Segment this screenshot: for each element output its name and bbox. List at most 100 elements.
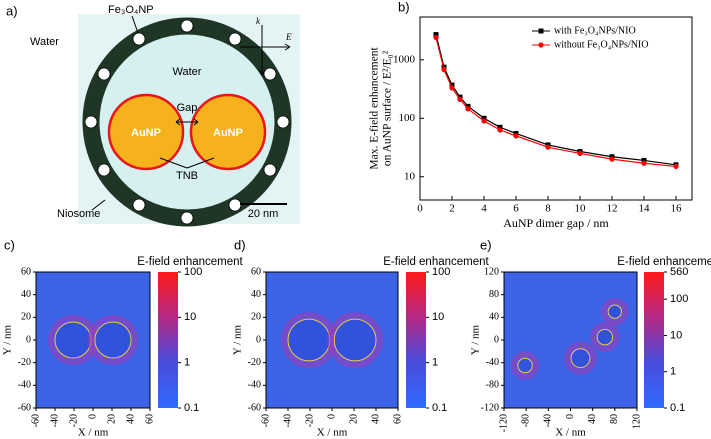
colorbar-tick-label: 1	[670, 366, 676, 378]
colorbar-label: E-field enhancement	[137, 256, 243, 268]
particle	[596, 328, 614, 346]
legend-label: without Fe₃O₄NPs/NIO	[554, 39, 648, 50]
y-tick-label: -40	[18, 380, 31, 391]
x-axis-label: X / nm	[555, 427, 586, 439]
x-tick-label: 40	[370, 414, 381, 424]
x-tick-label: 2	[449, 203, 455, 215]
x-tick-label: -60	[30, 414, 41, 427]
x-tick-label: -40	[543, 414, 554, 427]
x-tick-label: 80	[609, 414, 620, 424]
y-tick-label: -60	[248, 402, 261, 413]
colorbar-tick-label: 560	[670, 266, 688, 278]
x-tick-label: 0	[565, 414, 576, 419]
y-tick-label: 100	[399, 112, 416, 124]
colorbar-tick-label: 0.1	[184, 402, 199, 414]
x-tick-label: 40	[587, 414, 598, 424]
marker	[481, 115, 487, 121]
marker	[545, 144, 551, 150]
x-tick-label: 10	[575, 203, 587, 215]
y-tick-label: 40	[251, 289, 261, 300]
y-tick-label: -20	[18, 357, 31, 368]
aunp-label: AuNP	[213, 127, 243, 139]
panel-label: a)	[6, 3, 18, 18]
particle	[54, 321, 92, 359]
aunp-label: AuNP	[131, 127, 161, 139]
y-tick-label: 60	[21, 266, 31, 277]
colorbar-tick-label: 10	[670, 329, 682, 341]
x-tick-label: -20	[68, 414, 79, 427]
marker	[673, 163, 679, 170]
x-tick-label: 60	[392, 414, 403, 424]
x-tick-label: -20	[304, 414, 315, 427]
marker	[481, 118, 487, 124]
particle	[94, 321, 132, 359]
particle-halo	[510, 351, 540, 380]
panel-label: e)	[480, 237, 492, 252]
y-tick-label: 1000	[393, 53, 416, 65]
water-label: Water	[173, 66, 202, 78]
x-tick-label: 20	[348, 414, 359, 424]
y-tick-label: -40	[248, 380, 261, 391]
colorbar-label: E-field enhancement	[383, 256, 489, 268]
scale-label: 20 nm	[248, 208, 279, 220]
marker	[641, 160, 647, 166]
x-tick-label: 8	[545, 203, 551, 215]
niosome-label: Niosome	[57, 208, 100, 220]
plot-frame	[419, 16, 693, 201]
x-tick-label: -40	[282, 414, 293, 427]
colorbar-tick-label: 1	[432, 357, 438, 369]
y-tick-label: -80	[486, 380, 499, 391]
x-axis-label: AuNP dimer gap / nm	[503, 216, 609, 230]
y-tick-label: 60	[251, 266, 261, 277]
y-tick-label: 120	[484, 266, 499, 277]
y-tick-label: 20	[251, 312, 261, 323]
y-tick-label: 10	[404, 170, 416, 182]
y-tick-label: 0	[494, 334, 499, 345]
y-tick-label: 0	[26, 334, 31, 345]
y-tick-label: 40	[21, 289, 31, 300]
x-tick-label: 0	[417, 203, 423, 215]
panel-label: c)	[4, 237, 15, 252]
particle	[333, 318, 377, 362]
e-label: E	[285, 32, 292, 42]
iron-oxide-particles	[84, 19, 290, 225]
colorbar	[158, 272, 178, 408]
colorbar-tick-label: 100	[670, 293, 688, 305]
panel-label: b)	[398, 0, 410, 14]
particle-halo	[590, 322, 620, 352]
x-tick-label: 6	[513, 203, 519, 215]
marker	[513, 133, 519, 139]
particle-halo	[327, 312, 384, 368]
au-particle	[107, 93, 185, 171]
colorbar-tick-label: 0.1	[670, 402, 685, 414]
y-tick-label: -60	[18, 402, 31, 413]
legend-marker	[538, 42, 544, 48]
schematic: a) Fe₃O₄NP Water Water Gap AuNP AuNP TNB…	[6, 3, 300, 227]
water-label: Water	[30, 36, 59, 48]
y-tick-label: -40	[486, 357, 499, 368]
x-tick-label: 14	[639, 203, 651, 215]
x-tick-label: -120	[498, 414, 509, 432]
y-tick-label: 40	[489, 312, 499, 323]
colorbar	[644, 272, 664, 408]
x-tick-label: 40	[125, 414, 136, 424]
series-line	[435, 34, 677, 166]
gap-label: Gap	[177, 102, 198, 114]
colorbar-tick-label: 100	[184, 266, 202, 278]
panel-label: d)	[234, 237, 246, 252]
y-axis-label: Y / nm	[232, 324, 244, 355]
colorbar-tick-label: 100	[432, 266, 450, 278]
legend-marker	[538, 28, 544, 34]
y-axis-label: Y / nm	[470, 324, 482, 355]
colorbar-tick-label: 10	[184, 311, 196, 323]
y-tick-label: -20	[248, 357, 261, 368]
x-tick-label: -40	[49, 414, 60, 427]
marker	[497, 127, 503, 133]
x-tick-label: 4	[481, 203, 487, 215]
particle-halo	[87, 314, 138, 366]
marker	[449, 82, 455, 88]
marker	[433, 32, 439, 38]
marker	[497, 124, 503, 130]
colorbar-tick-label: 1	[184, 357, 190, 369]
